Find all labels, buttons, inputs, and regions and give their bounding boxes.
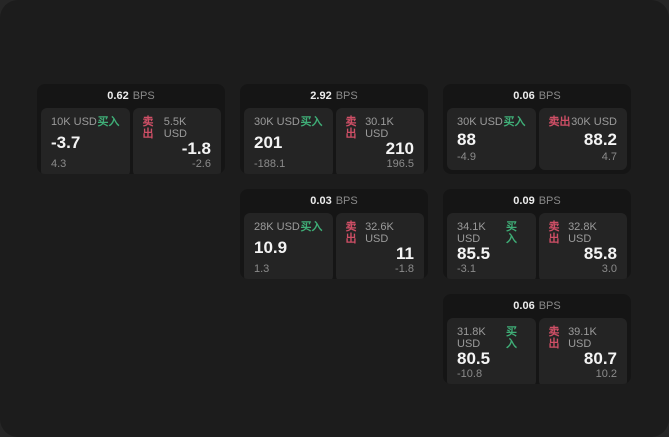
- bps-value: 0.62: [107, 90, 129, 102]
- quote-card: 0.62 BPS 10K USD 买入 -3.7 4.3 卖出 5.5K USD: [37, 84, 225, 174]
- quote-card: 2.92 BPS 30K USD 买入 201 -188.1 卖出 30.1K …: [240, 84, 428, 174]
- bps-header: 0.06 BPS: [443, 84, 631, 108]
- buy-label: 买入: [97, 116, 120, 128]
- sell-panel[interactable]: 卖出 30.1K USD 210 196.5: [335, 108, 424, 174]
- quote-panels: 10K USD 买入 -3.7 4.3 卖出 5.5K USD -1.8 -2.…: [37, 108, 225, 174]
- buy-notional: 10K USD: [51, 116, 97, 128]
- quote-panels: 28K USD 买入 10.9 1.3 卖出 32.6K USD 11 -1.8: [240, 213, 428, 279]
- sell-notional: 30K USD: [571, 116, 617, 128]
- buy-notional: 31.8K USD: [457, 326, 486, 350]
- buy-panel[interactable]: 34.1K USD 买入 85.5 -3.1: [447, 213, 536, 279]
- sell-delta: -2.6: [192, 158, 211, 170]
- buy-panel[interactable]: 10K USD 买入 -3.7 4.3: [41, 108, 130, 174]
- sell-label: 卖出: [142, 116, 154, 140]
- buy-label: 买入: [503, 116, 526, 128]
- quote-panels: 30K USD 买入 88 -4.9 卖出 30K USD 88.2 4.7: [443, 108, 631, 174]
- sell-delta: 196.5: [386, 158, 414, 170]
- buy-label: 买入: [505, 326, 517, 350]
- sell-price: 80.7: [583, 349, 617, 368]
- sell-delta: 4.7: [601, 151, 617, 163]
- sell-price: 210: [385, 139, 414, 158]
- quote-card-grid: 0.62 BPS 10K USD 买入 -3.7 4.3 卖出 5.5K USD: [37, 84, 631, 384]
- bps-header: 2.92 BPS: [240, 84, 428, 108]
- sell-price: 11: [396, 244, 414, 263]
- buy-price: 10.9: [254, 238, 288, 257]
- sell-price: 85.8: [583, 244, 617, 263]
- bps-header: 0.62 BPS: [37, 84, 225, 108]
- buy-panel[interactable]: 30K USD 买入 201 -188.1: [244, 108, 333, 174]
- buy-label: 买入: [505, 221, 517, 245]
- bps-unit: BPS: [132, 90, 155, 102]
- buy-notional: 30K USD: [254, 116, 300, 128]
- quote-panels: 34.1K USD 买入 85.5 -3.1 卖出 32.8K USD 85.8…: [443, 213, 631, 279]
- sell-notional: 32.8K USD: [568, 221, 597, 245]
- sell-notional: 39.1K USD: [568, 326, 597, 350]
- bps-header: 0.03 BPS: [240, 189, 428, 213]
- sell-panel[interactable]: 卖出 39.1K USD 80.7 10.2: [538, 318, 627, 384]
- sell-label: 卖出: [345, 221, 357, 245]
- buy-panel[interactable]: 28K USD 买入 10.9 1.3: [244, 213, 333, 279]
- buy-price: 80.5: [457, 349, 491, 368]
- buy-notional: 30K USD: [457, 116, 503, 128]
- bps-unit: BPS: [335, 195, 358, 207]
- sell-price: -1.8: [181, 139, 211, 158]
- sell-delta: -1.8: [395, 263, 414, 275]
- buy-price: -3.7: [51, 133, 81, 152]
- bps-value: 0.06: [513, 300, 535, 312]
- buy-price: 85.5: [457, 244, 491, 263]
- sell-notional: 5.5K USD: [163, 116, 187, 140]
- buy-label: 买入: [300, 221, 323, 233]
- sell-delta: 3.0: [601, 263, 617, 275]
- sell-notional: 32.6K USD: [365, 221, 394, 245]
- quote-panels: 31.8K USD 买入 80.5 -10.8 卖出 39.1K USD 80.…: [443, 318, 631, 384]
- quote-panels: 30K USD 买入 201 -188.1 卖出 30.1K USD 210 1…: [240, 108, 428, 174]
- sell-label: 卖出: [345, 116, 357, 140]
- buy-notional: 28K USD: [254, 221, 300, 233]
- quote-card: 0.06 BPS 31.8K USD 买入 80.5 -10.8 卖出 39.1…: [443, 294, 631, 384]
- buy-delta: -188.1: [254, 158, 286, 170]
- sell-notional: 30.1K USD: [365, 116, 394, 140]
- buy-panel[interactable]: 30K USD 买入 88 -4.9: [447, 108, 536, 170]
- quote-card: 0.09 BPS 34.1K USD 买入 85.5 -3.1 卖出 32.8K…: [443, 189, 631, 279]
- bps-header: 0.06 BPS: [443, 294, 631, 318]
- bps-unit: BPS: [335, 90, 358, 102]
- sell-delta: 10.2: [595, 368, 617, 380]
- buy-delta: 4.3: [51, 158, 67, 170]
- bps-value: 0.03: [310, 195, 332, 207]
- buy-delta: -10.8: [457, 368, 483, 380]
- buy-price: 201: [254, 133, 283, 152]
- buy-delta: 1.3: [254, 263, 270, 275]
- sell-panel[interactable]: 卖出 32.6K USD 11 -1.8: [335, 213, 424, 279]
- sell-panel[interactable]: 卖出 32.8K USD 85.8 3.0: [538, 213, 627, 279]
- buy-delta: -4.9: [457, 151, 476, 163]
- buy-delta: -3.1: [457, 263, 476, 275]
- sell-label: 卖出: [548, 116, 571, 128]
- sell-panel[interactable]: 卖出 5.5K USD -1.8 -2.6: [132, 108, 221, 174]
- bps-value: 2.92: [310, 90, 332, 102]
- bps-unit: BPS: [538, 300, 561, 312]
- buy-notional: 34.1K USD: [457, 221, 486, 245]
- sell-panel[interactable]: 卖出 30K USD 88.2 4.7: [538, 108, 627, 170]
- quote-card: 0.06 BPS 30K USD 买入 88 -4.9 卖出 30K USD: [443, 84, 631, 174]
- sell-label: 卖出: [548, 221, 560, 245]
- bps-unit: BPS: [538, 195, 561, 207]
- buy-label: 买入: [300, 116, 323, 128]
- sell-price: 88.2: [583, 129, 617, 149]
- bps-value: 0.06: [513, 90, 535, 102]
- buy-panel[interactable]: 31.8K USD 买入 80.5 -10.8: [447, 318, 536, 384]
- bps-unit: BPS: [538, 90, 561, 102]
- sell-label: 卖出: [548, 326, 560, 350]
- bps-header: 0.09 BPS: [443, 189, 631, 213]
- quote-card: 0.03 BPS 28K USD 买入 10.9 1.3 卖出 32.6K US…: [240, 189, 428, 279]
- bps-value: 0.09: [513, 195, 535, 207]
- buy-price: 88: [457, 129, 476, 149]
